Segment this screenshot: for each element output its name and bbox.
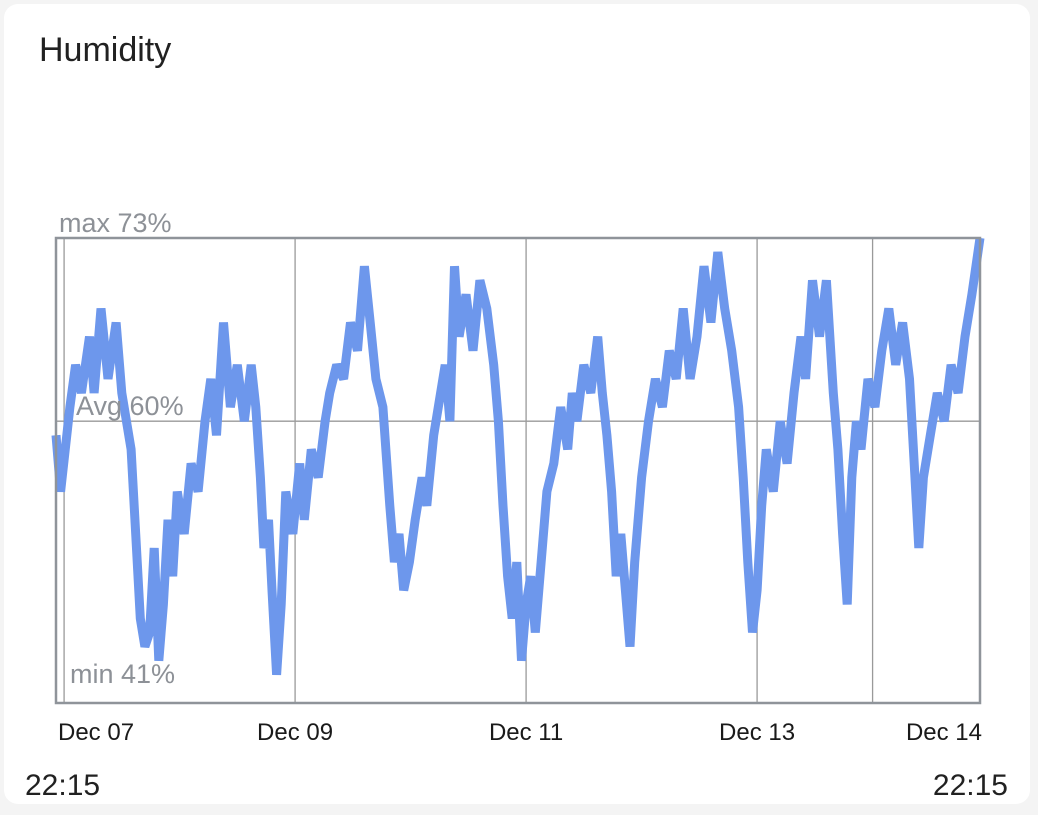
x-tick-label-2: Dec 11 xyxy=(489,719,563,746)
humidity-series-line xyxy=(51,237,985,676)
x-tick-label-1: Dec 09 xyxy=(257,719,333,746)
x-tick-label-3: Dec 13 xyxy=(719,719,795,746)
humidity-chart: max 73% Avg 60% min 41% Dec 07 Dec 09 Dec 11 D… xyxy=(51,208,985,746)
range-end-time: 22:15 xyxy=(932,769,1008,802)
frame-layer xyxy=(54,236,982,705)
avg-label: Avg 60% xyxy=(76,391,184,421)
min-label: min 41% xyxy=(70,659,175,689)
x-tick-label-0: Dec 07 xyxy=(58,719,134,746)
card-title: Humidity xyxy=(39,31,172,69)
range-start-time: 22:15 xyxy=(25,769,101,802)
humidity-card[interactable]: Humidity max 73% Avg 60% min 41% Dec 07 Dec … xyxy=(4,4,1030,804)
max-label: max 73% xyxy=(59,208,172,238)
x-tick-label-4: Dec 14 xyxy=(906,719,982,746)
line-layer xyxy=(51,237,985,676)
plot-frame xyxy=(54,236,982,705)
label-layer: max 73% Avg 60% min 41% Dec 07 Dec 09 Dec 11 D… xyxy=(58,208,982,746)
